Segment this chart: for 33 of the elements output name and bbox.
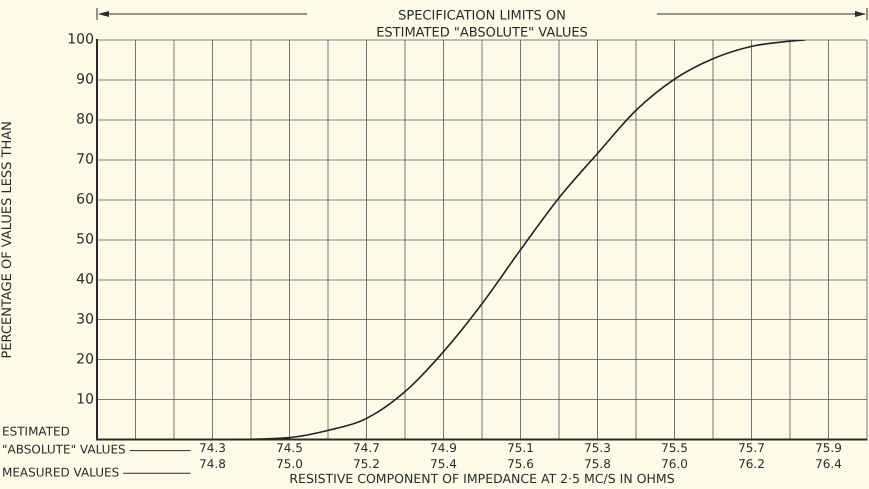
x-tick-label: 75.5: [661, 440, 688, 455]
x-tick-label: 74.5: [276, 440, 303, 455]
text: MEASURED VALUES: [2, 465, 120, 480]
annotation: ESTIMATED "ABSOLUTE" VALUES: [2, 424, 126, 457]
x2-tick-label: 75.8: [584, 456, 611, 471]
x2-tick-label: 75.6: [507, 456, 534, 471]
y-tick-label: 60: [76, 191, 94, 208]
x-tick-label: 75.7: [738, 440, 765, 455]
x-tick-label: 75.3: [584, 440, 611, 455]
x2-tick-label: 76.0: [661, 456, 688, 471]
x-tick-label: 74.9: [430, 440, 457, 455]
y-tick-label: 50: [76, 231, 94, 248]
y-tick-label: 40: [76, 271, 94, 288]
x-tick-label: 75.9: [815, 440, 842, 455]
x-tick-label: 75.1: [507, 440, 534, 455]
y-tick-label: 20: [76, 351, 94, 368]
y-tick-label: 30: [76, 311, 94, 328]
x-axis-title: RESISTIVE COMPONENT OF IMPEDANCE AT 2·5 MC/S IN OHMS: [289, 470, 675, 486]
x2-tick-label: 75.0: [276, 456, 303, 471]
x2-tick-label: 74.8: [199, 456, 226, 471]
x2-tick-label: 76.4: [815, 456, 842, 471]
y-tick-label: 100: [67, 32, 94, 48]
y-tick-label: 80: [76, 112, 94, 128]
chart-title: SPECIFICATION LIMITS ON ESTIMATED "ABSOLUTE" VALUES: [376, 8, 588, 40]
y-tick-label: 70: [76, 152, 94, 168]
x-tick-label: 74.3: [199, 440, 226, 455]
x2-tick-label: 76.2: [738, 456, 765, 471]
y-tick-label: 10: [76, 391, 94, 408]
x-tick-label: 74.7: [353, 440, 380, 455]
x2-tick-label: 75.4: [430, 456, 457, 471]
y-axis-title: PERCENTAGE OF VALUES LESS THAN: [0, 121, 16, 359]
y-tick-label: 90: [76, 72, 94, 88]
x2-tick-label: 75.2: [353, 456, 380, 471]
